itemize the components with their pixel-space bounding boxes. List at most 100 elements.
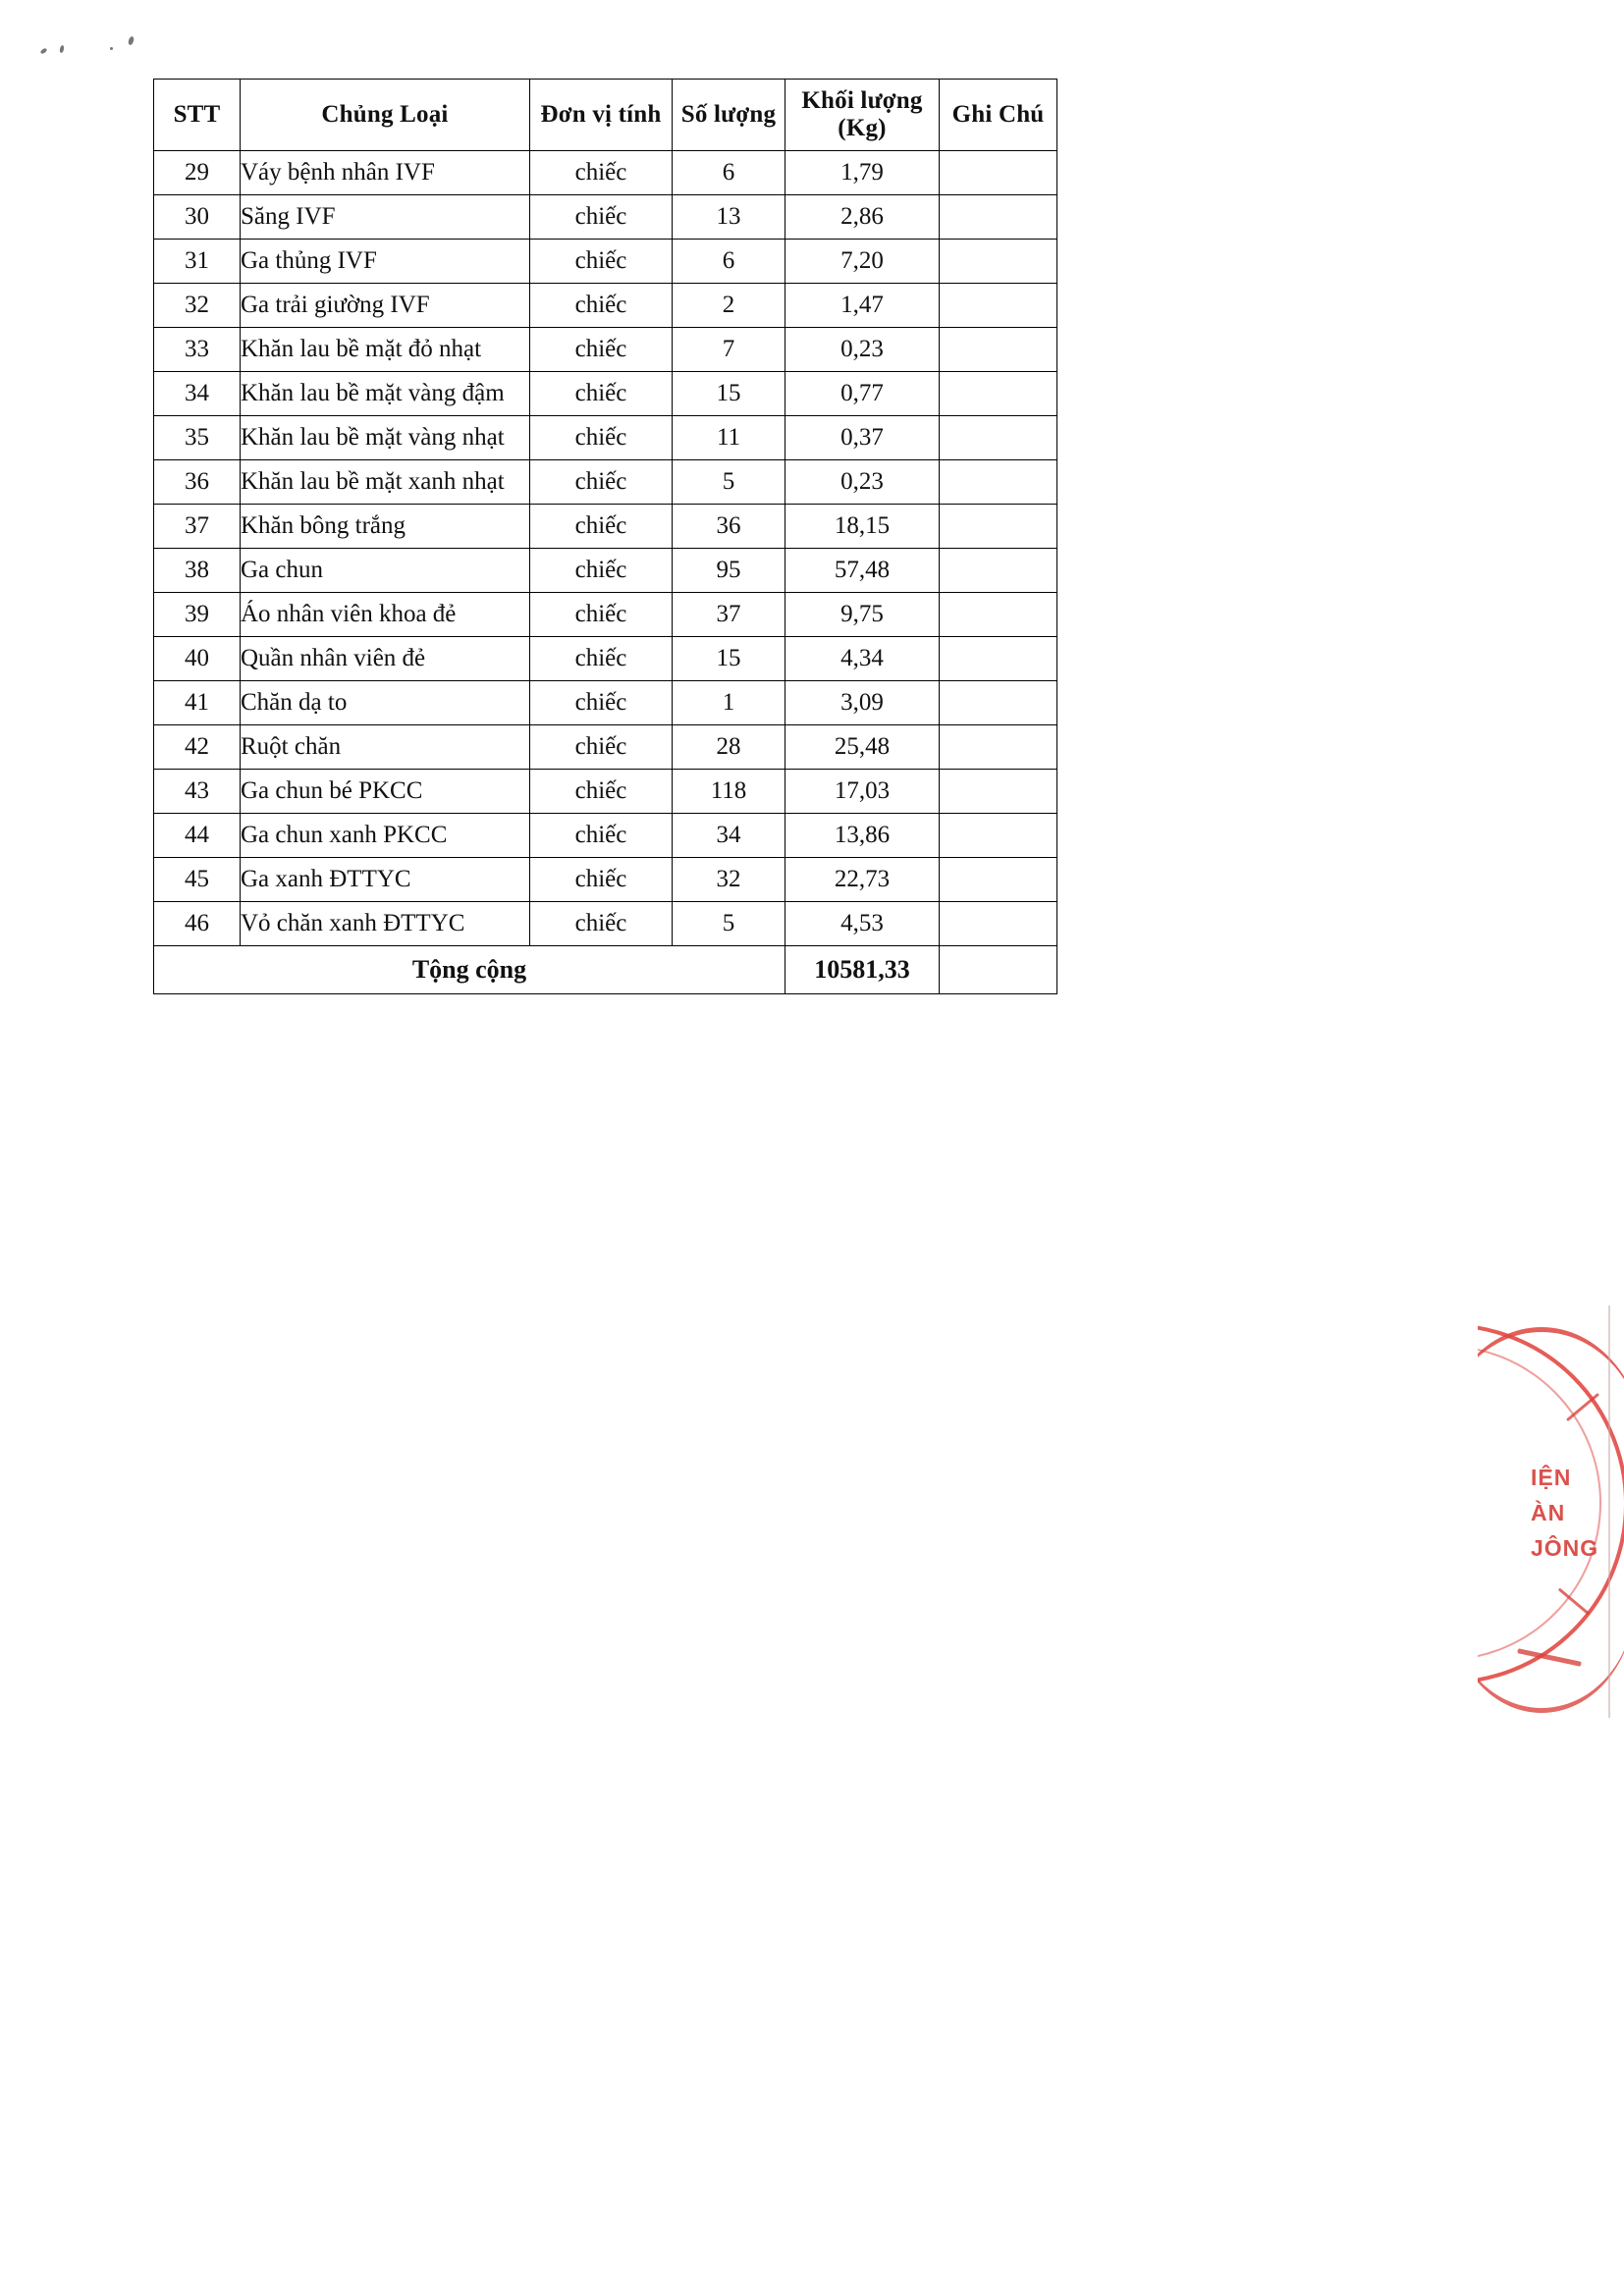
cell-stt: 46 <box>153 901 241 946</box>
cell-khoi-luong: 0,37 <box>785 415 940 460</box>
cell-don-vi-tinh: chiếc <box>529 239 673 284</box>
cell-so-luong: 15 <box>672 636 785 681</box>
cell-so-luong: 6 <box>672 150 785 195</box>
cell-ghi-chu <box>939 459 1057 505</box>
cell-khoi-luong: 4,34 <box>785 636 940 681</box>
table-row: 35 Khăn lau bề mặt vàng nhạt chiếc 11 0,37 <box>153 415 1057 460</box>
total-row: Tộng cộng 10581,33 <box>153 945 1057 994</box>
cell-don-vi-tinh: chiếc <box>529 724 673 770</box>
cell-khoi-luong: 3,09 <box>785 680 940 725</box>
cell-don-vi-tinh: chiếc <box>529 592 673 637</box>
seal-text-line1: IỆN <box>1531 1465 1572 1490</box>
cell-ghi-chu <box>939 592 1057 637</box>
cell-don-vi-tinh: chiếc <box>529 327 673 372</box>
cell-chung-loai: Vỏ chăn xanh ĐTTYC <box>240 901 530 946</box>
cell-khoi-luong: 9,75 <box>785 592 940 637</box>
table-row: 45 Ga xanh ĐTTYC chiếc 32 22,73 <box>153 857 1057 902</box>
total-note <box>939 945 1057 994</box>
seal-mark-icon <box>1517 1648 1582 1667</box>
cell-ghi-chu <box>939 150 1057 195</box>
cell-don-vi-tinh: chiếc <box>529 769 673 814</box>
scan-speck-icon <box>127 35 135 46</box>
cell-ghi-chu <box>939 813 1057 858</box>
table-row: 36 Khăn lau bề mặt xanh nhạt chiếc 5 0,23 <box>153 459 1057 505</box>
table-row: 37 Khăn bông trắng chiếc 36 18,15 <box>153 504 1057 549</box>
cell-stt: 38 <box>153 548 241 593</box>
scan-speck-icon <box>59 44 65 54</box>
cell-khoi-luong: 0,23 <box>785 327 940 372</box>
cell-chung-loai: Ga chun bé PKCC <box>240 769 530 814</box>
cell-chung-loai: Ga trải giường IVF <box>240 283 530 328</box>
cell-don-vi-tinh: chiếc <box>529 371 673 416</box>
table-header-row: STT Chủng Loại Đơn vị tính Số lượng Khối… <box>153 79 1057 151</box>
table-row: 32 Ga trải giường IVF chiếc 2 1,47 <box>153 283 1057 328</box>
cell-chung-loai: Săng IVF <box>240 194 530 240</box>
cell-don-vi-tinh: chiếc <box>529 283 673 328</box>
cell-stt: 42 <box>153 724 241 770</box>
cell-don-vi-tinh: chiếc <box>529 415 673 460</box>
cell-don-vi-tinh: chiếc <box>529 459 673 505</box>
table-row: 33 Khăn lau bề mặt đỏ nhạt chiếc 7 0,23 <box>153 327 1057 372</box>
cell-so-luong: 6 <box>672 239 785 284</box>
cell-khoi-luong: 2,86 <box>785 194 940 240</box>
cell-ghi-chu <box>939 680 1057 725</box>
cell-chung-loai: Chăn dạ to <box>240 680 530 725</box>
seal-mark-icon <box>1565 1392 1600 1422</box>
table-row: 40 Quần nhân viên đẻ chiếc 15 4,34 <box>153 636 1057 681</box>
cell-chung-loai: Ga chun xanh PKCC <box>240 813 530 858</box>
cell-khoi-luong: 4,53 <box>785 901 940 946</box>
cell-stt: 39 <box>153 592 241 637</box>
scan-speck-icon <box>110 47 113 50</box>
inventory-table: STT Chủng Loại Đơn vị tính Số lượng Khối… <box>153 79 1057 994</box>
cell-ghi-chu <box>939 636 1057 681</box>
cell-stt: 31 <box>153 239 241 284</box>
table-row: 29 Váy bệnh nhân IVF chiếc 6 1,79 <box>153 150 1057 195</box>
column-header-stt: STT <box>153 79 241 151</box>
inventory-table-container: STT Chủng Loại Đơn vị tính Số lượng Khối… <box>153 79 1057 994</box>
cell-don-vi-tinh: chiếc <box>529 150 673 195</box>
seal-text-line2: ÀN <box>1531 1500 1566 1525</box>
cell-stt: 29 <box>153 150 241 195</box>
column-header-ghi-chu: Ghi Chú <box>939 79 1057 151</box>
table-row: 43 Ga chun bé PKCC chiếc 118 17,03 <box>153 769 1057 814</box>
table-row: 30 Săng IVF chiếc 13 2,86 <box>153 194 1057 240</box>
cell-don-vi-tinh: chiếc <box>529 813 673 858</box>
cell-don-vi-tinh: chiếc <box>529 636 673 681</box>
cell-so-luong: 37 <box>672 592 785 637</box>
cell-so-luong: 118 <box>672 769 785 814</box>
cell-khoi-luong: 22,73 <box>785 857 940 902</box>
cell-ghi-chu <box>939 283 1057 328</box>
cell-so-luong: 5 <box>672 901 785 946</box>
cell-chung-loai: Khăn lau bề mặt đỏ nhạt <box>240 327 530 372</box>
cell-so-luong: 13 <box>672 194 785 240</box>
cell-don-vi-tinh: chiếc <box>529 857 673 902</box>
cell-khoi-luong: 57,48 <box>785 548 940 593</box>
table-row: 46 Vỏ chăn xanh ĐTTYC chiếc 5 4,53 <box>153 901 1057 946</box>
table-row: 31 Ga thủng IVF chiếc 6 7,20 <box>153 239 1057 284</box>
cell-khoi-luong: 7,20 <box>785 239 940 284</box>
cell-stt: 43 <box>153 769 241 814</box>
table-row: 38 Ga chun chiếc 95 57,48 <box>153 548 1057 593</box>
cell-ghi-chu <box>939 548 1057 593</box>
cell-so-luong: 15 <box>672 371 785 416</box>
cell-so-luong: 7 <box>672 327 785 372</box>
seal-arc-top-icon <box>1478 1327 1624 1450</box>
cell-khoi-luong: 17,03 <box>785 769 940 814</box>
cell-so-luong: 32 <box>672 857 785 902</box>
cell-chung-loai: Khăn lau bề mặt xanh nhạt <box>240 459 530 505</box>
page-edge-line <box>1608 1306 1610 1718</box>
table-row: 44 Ga chun xanh PKCC chiếc 34 13,86 <box>153 813 1057 858</box>
total-value: 10581,33 <box>785 945 940 994</box>
column-header-khoi-luong-line1: Khối lượng <box>801 87 923 114</box>
seal-arc-bottom-icon <box>1478 1600 1624 1713</box>
column-header-khoi-luong-unit: (Kg) <box>838 115 887 141</box>
cell-stt: 37 <box>153 504 241 549</box>
cell-chung-loai: Ga xanh ĐTTYC <box>240 857 530 902</box>
seal-outer-ring-icon <box>1478 1323 1624 1684</box>
table-row: 39 Áo nhân viên khoa đẻ chiếc 37 9,75 <box>153 592 1057 637</box>
table-row: 41 Chăn dạ to chiếc 1 3,09 <box>153 680 1057 725</box>
cell-ghi-chu <box>939 194 1057 240</box>
table-body: 29 Váy bệnh nhân IVF chiếc 6 1,79 30 Săng IVF c… <box>153 150 1057 946</box>
cell-stt: 40 <box>153 636 241 681</box>
